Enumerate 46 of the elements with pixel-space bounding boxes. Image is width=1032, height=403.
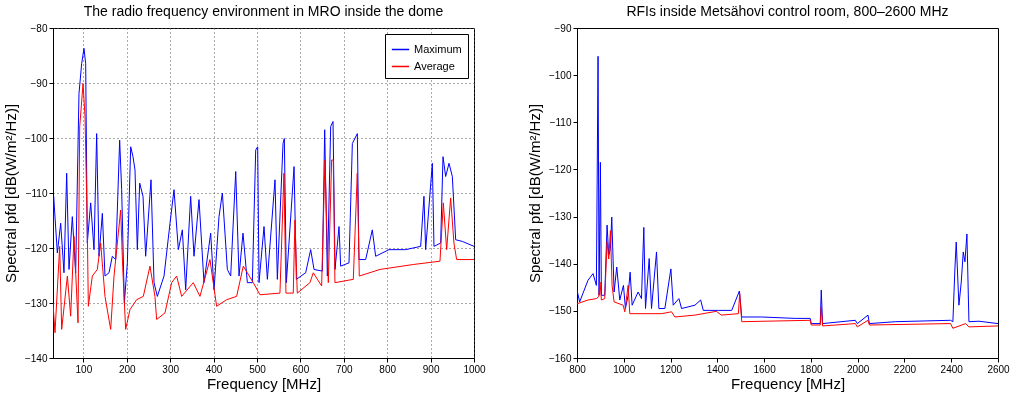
y-tick-label: −120 xyxy=(24,242,48,254)
legend-label: Average xyxy=(414,59,455,72)
y-tick-label: −90 xyxy=(554,22,572,34)
x-tick-label: 400 xyxy=(205,363,223,375)
x-tick-label: 700 xyxy=(335,363,354,375)
y-axis-title: Spectral pfd [dB(W/m²/Hz)] xyxy=(525,103,543,284)
y-tick-label: −120 xyxy=(548,163,572,175)
line-series xyxy=(53,83,474,334)
x-tick-label: 2600 xyxy=(987,363,1011,375)
y-tick-label: −100 xyxy=(548,69,572,81)
y-tick-label: −140 xyxy=(548,258,572,270)
y-tick-label: −90 xyxy=(30,77,48,89)
x-tick-label: 500 xyxy=(249,363,267,375)
x-tick-label: 900 xyxy=(422,363,440,375)
x-tick-label: 1200 xyxy=(659,363,683,375)
y-tick-label: −140 xyxy=(24,352,48,364)
x-tick-label: 1000 xyxy=(463,363,487,375)
x-tick-label: 200 xyxy=(118,363,137,375)
x-axis-title: Frequency [MHz] xyxy=(730,374,846,392)
chart-title: The radio frequency environment in MRO inside the dome xyxy=(83,3,444,19)
chart-title: RFIs inside Metsähovi control room, 800–2600 MHz xyxy=(626,3,949,19)
x-tick-label: 600 xyxy=(292,363,310,375)
line-series xyxy=(577,230,998,329)
x-tick-label: 300 xyxy=(162,363,180,375)
x-tick-label: 1600 xyxy=(753,363,777,375)
x-tick-label: 800 xyxy=(569,363,587,375)
x-tick-label: 800 xyxy=(379,363,397,375)
x-tick-label: 2000 xyxy=(847,363,870,375)
y-tick-label: −110 xyxy=(549,116,572,128)
y-tick-label: −80 xyxy=(30,22,48,34)
y-tick-label: −130 xyxy=(24,297,48,309)
x-tick-label: 2400 xyxy=(940,363,964,375)
x-tick-label: 100 xyxy=(75,363,93,375)
x-tick-label: 1800 xyxy=(800,363,823,375)
x-tick-label: 2200 xyxy=(893,363,917,375)
y-tick-label: −160 xyxy=(548,352,572,364)
x-axis-title: Frequency [MHz] xyxy=(206,374,322,392)
legend-label: Maximum xyxy=(414,42,462,55)
y-axis-title: Spectral pfd [dB(W/m²/Hz)] xyxy=(1,103,19,284)
y-tick-label: −110 xyxy=(25,187,48,199)
y-tick-label: −100 xyxy=(24,132,48,144)
y-tick-label: −130 xyxy=(548,211,572,223)
x-tick-label: 1000 xyxy=(613,363,636,375)
line-series xyxy=(577,55,998,325)
x-tick-label: 1400 xyxy=(706,363,730,375)
y-tick-label: −150 xyxy=(548,305,572,317)
